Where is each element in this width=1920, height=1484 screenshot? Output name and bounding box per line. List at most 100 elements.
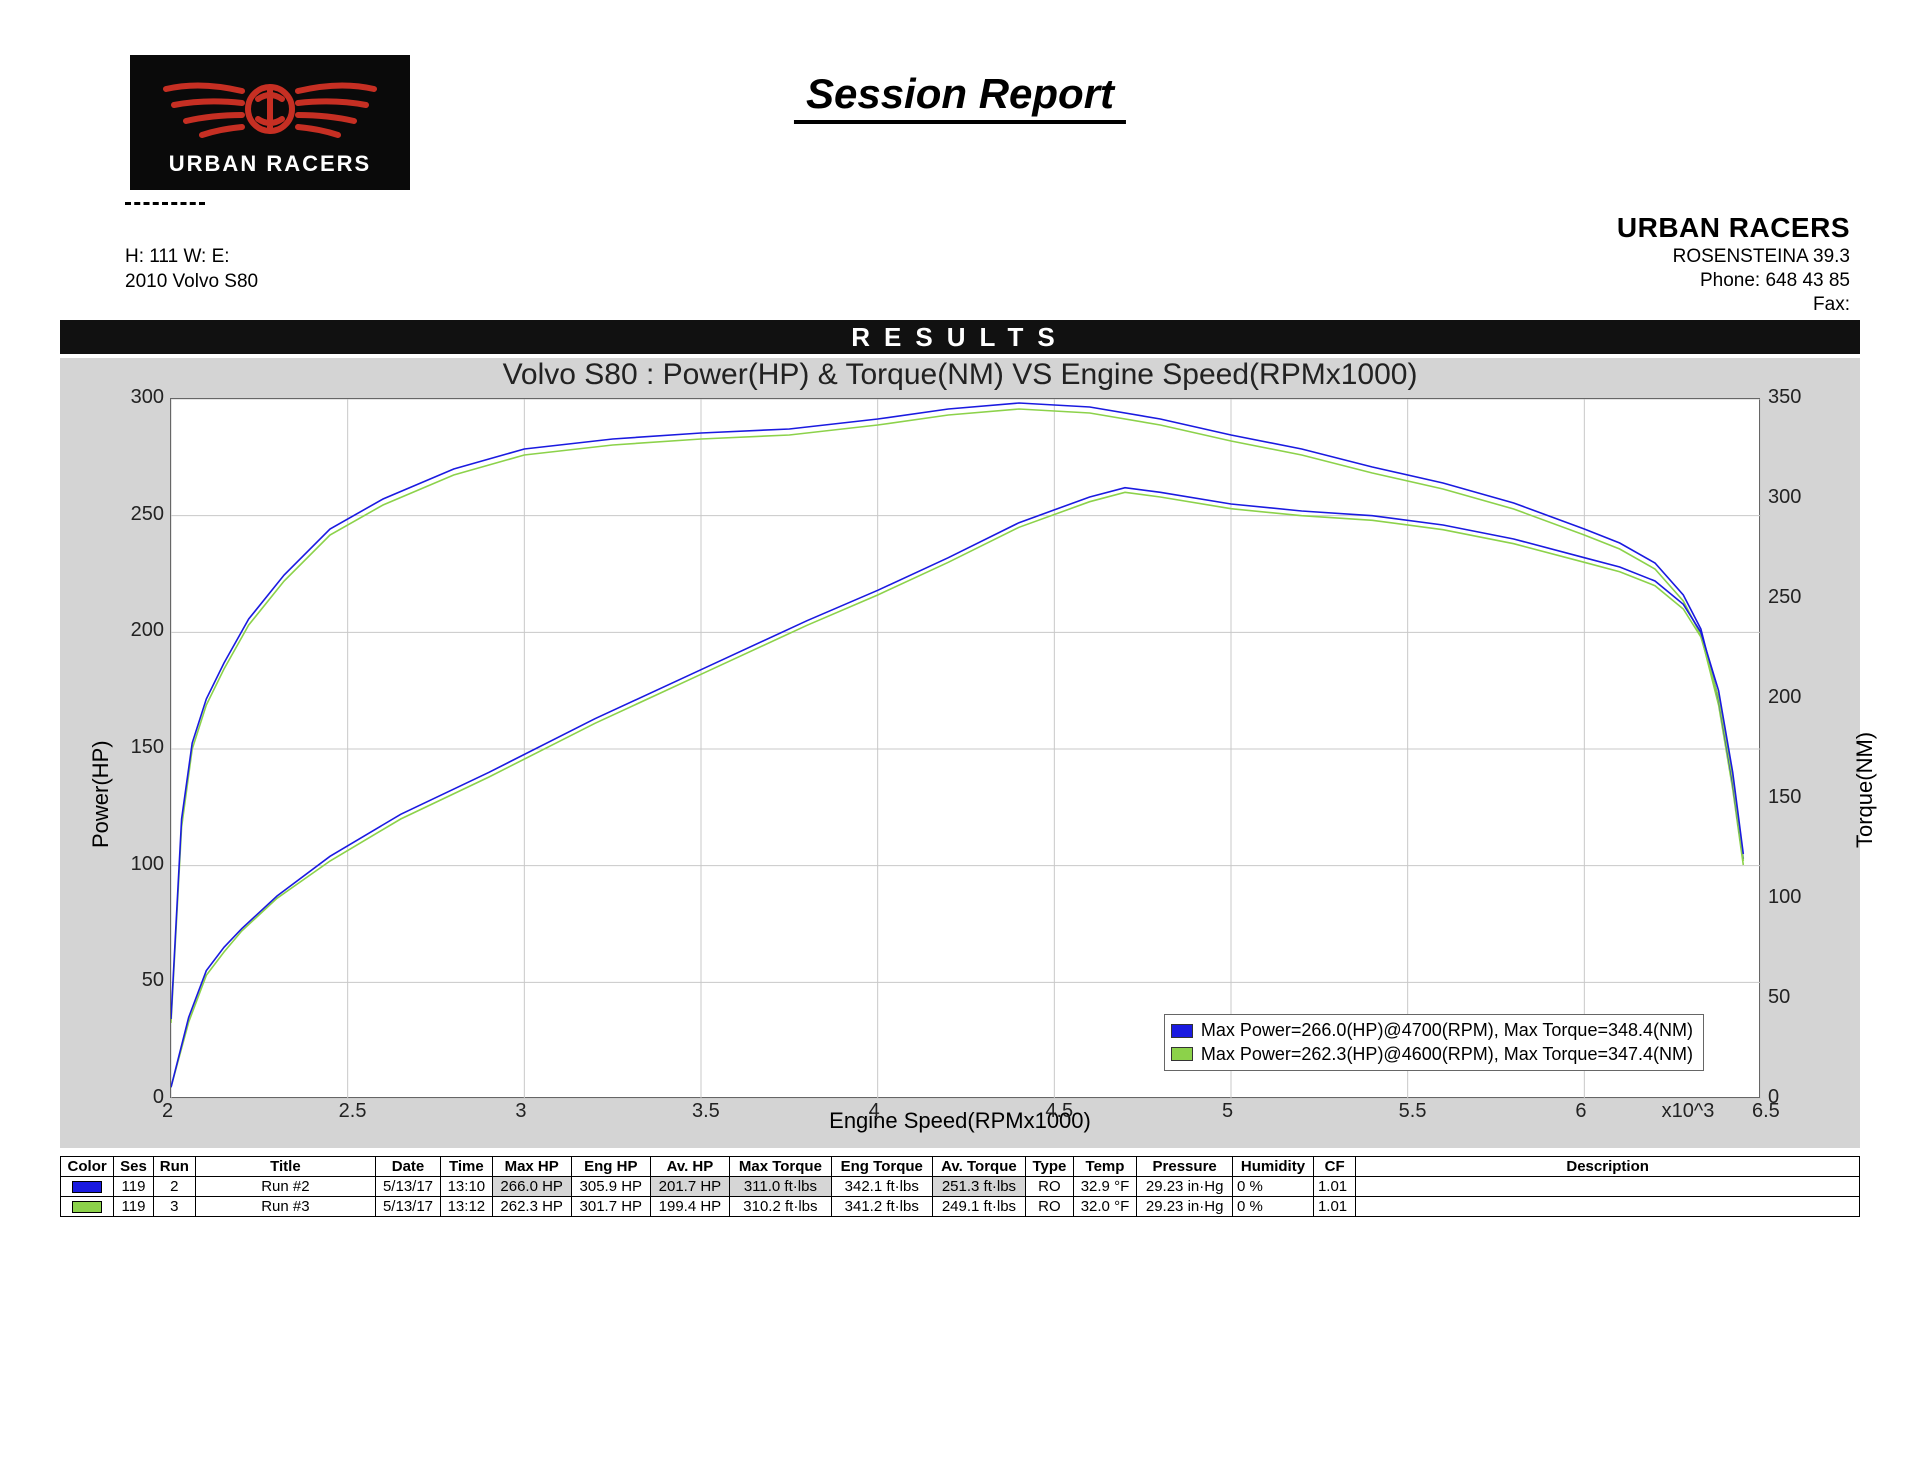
table-cell xyxy=(1356,1197,1860,1217)
report-title: Session Report xyxy=(794,70,1126,124)
brand-text: URBAN RACERS xyxy=(169,151,371,177)
table-header: Ses xyxy=(114,1157,153,1177)
y-tick: 100 xyxy=(131,853,164,876)
x-tick: 5.5 xyxy=(1399,1100,1427,1123)
y2-tick: 350 xyxy=(1768,386,1801,409)
session-line2: 2010 Volvo S80 xyxy=(125,270,258,295)
table-cell: 305.9 HP xyxy=(571,1177,650,1197)
legend-row: Max Power=262.3(HP)@4600(RPM), Max Torqu… xyxy=(1171,1043,1693,1066)
table-cell xyxy=(61,1177,114,1197)
x-tick: 6 xyxy=(1575,1100,1586,1123)
legend-text: Max Power=266.0(HP)@4700(RPM), Max Torqu… xyxy=(1201,1019,1693,1042)
table-cell: 1.01 xyxy=(1313,1197,1355,1217)
x-tick: 2.5 xyxy=(339,1100,367,1123)
session-info: H: 111 W: E: 2010 Volvo S80 xyxy=(125,245,258,294)
table-header: Max Torque xyxy=(729,1157,831,1177)
company-phone: Phone: 648 43 85 xyxy=(1617,269,1850,293)
table-cell: 311.0 ft·lbs xyxy=(729,1177,831,1197)
table-cell: 3 xyxy=(153,1197,195,1217)
table-header: Av. Torque xyxy=(932,1157,1026,1177)
table-cell: 32.9 °F xyxy=(1073,1177,1137,1197)
table-header: Pressure xyxy=(1137,1157,1233,1177)
table-cell: 310.2 ft·lbs xyxy=(729,1197,831,1217)
table-header: Title xyxy=(195,1157,375,1177)
table-cell: 5/13/17 xyxy=(375,1177,440,1197)
session-line1: H: 111 W: E: xyxy=(125,245,258,270)
brand-logo: URBAN RACERS xyxy=(130,55,410,190)
table-cell: 29.23 in·Hg xyxy=(1137,1177,1233,1197)
table-header: Max HP xyxy=(492,1157,571,1177)
table-header: Color xyxy=(61,1157,114,1177)
x-tick: 2 xyxy=(162,1100,173,1123)
x-tick: 3.5 xyxy=(692,1100,720,1123)
x-exponent-label: x10^3 xyxy=(1662,1100,1715,1123)
table-header: Date xyxy=(375,1157,440,1177)
table-cell: 29.23 in·Hg xyxy=(1137,1197,1233,1217)
chart-legend: Max Power=266.0(HP)@4700(RPM), Max Torqu… xyxy=(1164,1014,1704,1071)
results-heading: RESULTS xyxy=(60,320,1860,354)
company-name: URBAN RACERS xyxy=(1617,210,1850,245)
table-header: Time xyxy=(441,1157,492,1177)
table-cell: 32.0 °F xyxy=(1073,1197,1137,1217)
table-header: Run xyxy=(153,1157,195,1177)
table-cell: 266.0 HP xyxy=(492,1177,571,1197)
table-cell: 199.4 HP xyxy=(650,1197,729,1217)
table-cell: 201.7 HP xyxy=(650,1177,729,1197)
legend-text: Max Power=262.3(HP)@4600(RPM), Max Torqu… xyxy=(1201,1043,1693,1066)
table-header: Temp xyxy=(1073,1157,1137,1177)
y-tick: 200 xyxy=(131,619,164,642)
table-header: Description xyxy=(1356,1157,1860,1177)
table-cell: RO xyxy=(1026,1177,1073,1197)
y2-tick: 300 xyxy=(1768,486,1801,509)
y-tick: 250 xyxy=(131,503,164,526)
table-cell: 262.3 HP xyxy=(492,1197,571,1217)
y2-tick: 250 xyxy=(1768,586,1801,609)
table-header: Eng HP xyxy=(571,1157,650,1177)
table-cell: 251.3 ft·lbs xyxy=(932,1177,1026,1197)
table-header: Type xyxy=(1026,1157,1073,1177)
legend-row: Max Power=266.0(HP)@4700(RPM), Max Torqu… xyxy=(1171,1019,1693,1042)
legend-swatch xyxy=(1171,1047,1193,1061)
x-tick: 5 xyxy=(1222,1100,1233,1123)
table-cell: 1.01 xyxy=(1313,1177,1355,1197)
table-cell: 5/13/17 xyxy=(375,1197,440,1217)
table-cell: Run #2 xyxy=(195,1177,375,1197)
table-row: 1192Run #25/13/1713:10266.0 HP305.9 HP20… xyxy=(61,1177,1860,1197)
legend-swatch xyxy=(1171,1024,1193,1038)
table-cell: 249.1 ft·lbs xyxy=(932,1197,1026,1217)
table-cell: 0 % xyxy=(1233,1197,1314,1217)
table-cell: 13:12 xyxy=(441,1197,492,1217)
runs-table-wrap: ColorSesRunTitleDateTimeMax HPEng HP Av. … xyxy=(60,1156,1860,1217)
chart-container: Volvo S80 : Power(HP) & Torque(NM) VS En… xyxy=(60,358,1860,1148)
table-header: Eng Torque xyxy=(831,1157,932,1177)
table-cell: 119 xyxy=(114,1197,153,1217)
table-cell: Run #3 xyxy=(195,1197,375,1217)
chart-title: Volvo S80 : Power(HP) & Torque(NM) VS En… xyxy=(60,358,1860,392)
table-row: 1193Run #35/13/1713:12262.3 HP301.7 HP19… xyxy=(61,1197,1860,1217)
run-color-swatch xyxy=(72,1201,102,1213)
table-cell xyxy=(1356,1177,1860,1197)
x-tick: 3 xyxy=(515,1100,526,1123)
y-tick: 50 xyxy=(142,969,164,992)
y2-tick: 50 xyxy=(1768,986,1790,1009)
company-fax: Fax: xyxy=(1617,293,1850,317)
dashed-rule xyxy=(125,202,205,205)
plot-svg xyxy=(171,399,1761,1099)
table-cell: 2 xyxy=(153,1177,195,1197)
company-block: URBAN RACERS ROSENSTEINA 39.3 Phone: 648… xyxy=(1617,210,1850,316)
table-cell: 0 % xyxy=(1233,1177,1314,1197)
table-header: CF xyxy=(1313,1157,1355,1177)
table-cell: 341.2 ft·lbs xyxy=(831,1197,932,1217)
table-cell: 119 xyxy=(114,1177,153,1197)
table-cell: RO xyxy=(1026,1197,1073,1217)
x-tick: 4.5 xyxy=(1045,1100,1073,1123)
y2-tick: 100 xyxy=(1768,886,1801,909)
y-tick: 300 xyxy=(131,386,164,409)
table-cell: 13:10 xyxy=(441,1177,492,1197)
table-header: Humidity xyxy=(1233,1157,1314,1177)
plot-area: Max Power=266.0(HP)@4700(RPM), Max Torqu… xyxy=(170,398,1760,1098)
x-axis-label: Engine Speed(RPMx1000) xyxy=(60,1108,1860,1134)
x-tick: 6.5 xyxy=(1752,1100,1780,1123)
table-cell: 342.1 ft·lbs xyxy=(831,1177,932,1197)
runs-table: ColorSesRunTitleDateTimeMax HPEng HP Av. … xyxy=(60,1156,1860,1217)
